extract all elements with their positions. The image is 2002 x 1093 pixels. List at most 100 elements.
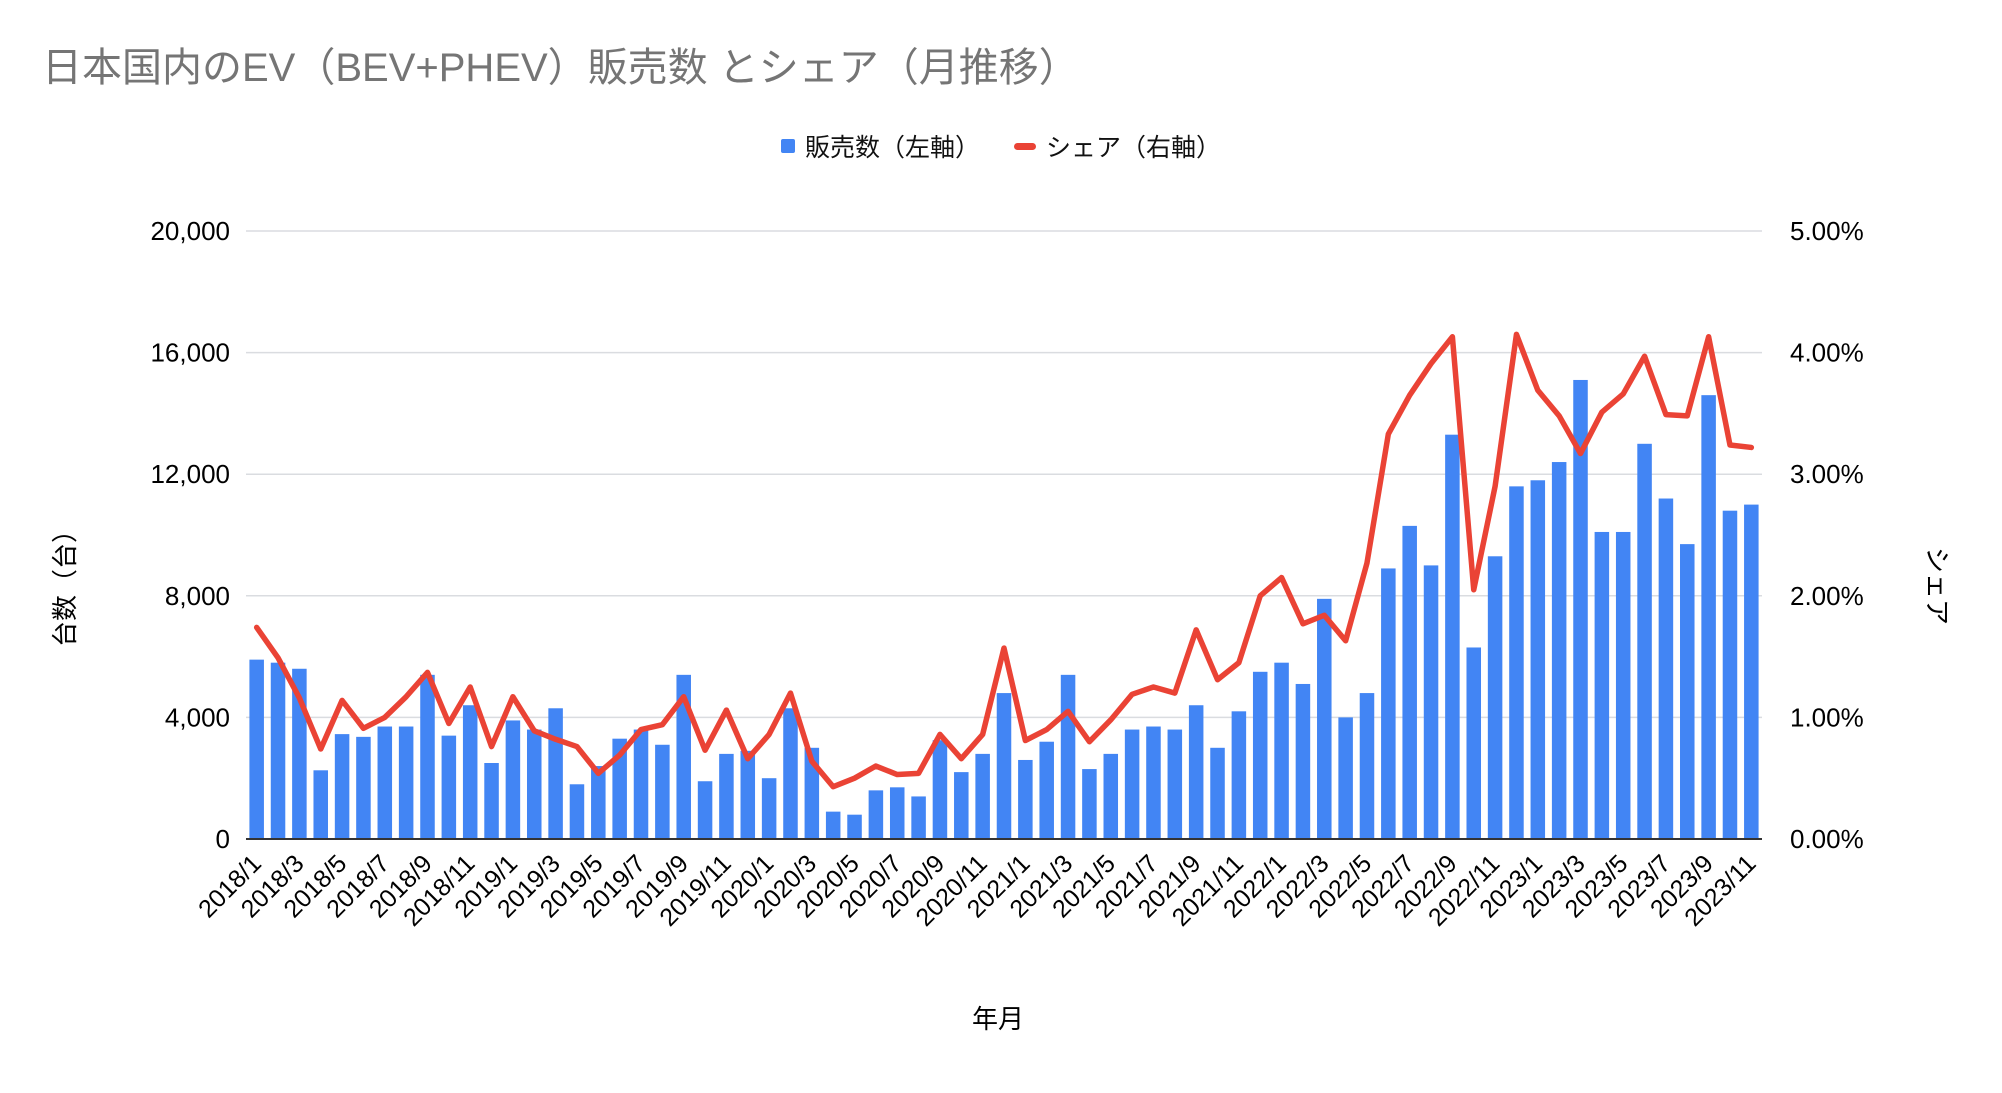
sales-bar[interactable] <box>676 674 691 839</box>
sales-bar[interactable] <box>1103 753 1119 839</box>
svg-text:3.00%: 3.00% <box>1790 459 1864 489</box>
y-right-tick-labels: 0.00% 1.00% 2.00% 3.00% 4.00% 5.00% <box>1790 216 1864 854</box>
sales-bar[interactable] <box>1252 671 1268 839</box>
sales-bar[interactable] <box>847 814 862 839</box>
legend-item-share[interactable]: シェア（右軸） <box>1014 128 1221 164</box>
sales-bar[interactable] <box>1146 726 1161 839</box>
chart-title: 日本国内のEV（BEV+PHEV）販売数 とシェア（月推移） <box>42 46 1079 90</box>
sales-bar[interactable] <box>270 662 286 839</box>
sales-bar[interactable] <box>1274 662 1289 839</box>
share-line[interactable] <box>253 331 1755 790</box>
sales-bar[interactable] <box>1509 486 1524 839</box>
sales-bar[interactable] <box>526 729 542 839</box>
x-tick-labels: 2018/12018/32018/52018/72018/92018/11201… <box>193 849 1762 931</box>
sales-bar[interactable] <box>996 693 1012 839</box>
svg-text:4,000: 4,000 <box>165 702 230 732</box>
svg-text:16,000: 16,000 <box>150 338 230 368</box>
sales-bar[interactable] <box>697 781 713 839</box>
svg-text:1.00%: 1.00% <box>1790 702 1864 732</box>
svg-text:0: 0 <box>216 824 230 854</box>
sales-bar[interactable] <box>783 708 798 839</box>
x-axis-title: 年月 <box>972 1004 1024 1034</box>
sales-bar[interactable] <box>975 753 990 839</box>
sales-bar[interactable] <box>1445 434 1460 839</box>
sales-bar[interactable] <box>889 787 905 839</box>
sales-bar[interactable] <box>761 778 777 839</box>
sales-bar[interactable] <box>1680 544 1695 839</box>
sales-bar[interactable] <box>612 738 627 839</box>
sales-bar[interactable] <box>1359 693 1375 839</box>
sales-bar[interactable] <box>377 726 393 839</box>
sales-bar[interactable] <box>1124 729 1140 839</box>
sales-bar[interactable] <box>1295 683 1311 839</box>
sales-bar[interactable] <box>313 770 328 839</box>
svg-text:2.00%: 2.00% <box>1790 581 1864 611</box>
sales-bar[interactable] <box>1188 705 1204 839</box>
sales-bar[interactable] <box>1018 759 1033 839</box>
sales-bar[interactable] <box>911 796 926 839</box>
sales-bar[interactable] <box>804 747 820 839</box>
svg-text:8,000: 8,000 <box>165 581 230 611</box>
share-series-swatch-icon <box>1014 142 1036 150</box>
sales-bar[interactable] <box>1082 769 1097 839</box>
sales-bar[interactable] <box>954 772 969 839</box>
y-left-tick-labels: 0 4,000 8,000 12,000 16,000 20,000 <box>150 216 230 854</box>
y-right-axis-title: シェア <box>1922 547 1952 625</box>
sales-bar[interactable] <box>1402 525 1417 839</box>
sales-bar[interactable] <box>484 763 499 839</box>
sales-bar[interactable] <box>1487 556 1503 839</box>
legend-label-share: シェア（右軸） <box>1046 134 1222 162</box>
sales-bar[interactable] <box>1701 395 1716 839</box>
legend: 販売数（左軸） シェア（右軸） <box>0 128 2002 164</box>
sales-series-swatch-icon <box>780 139 795 153</box>
sales-bar[interactable] <box>462 705 478 839</box>
sales-bar[interactable] <box>505 720 521 839</box>
sales-bar[interactable] <box>1594 531 1610 839</box>
sales-bar[interactable] <box>1551 462 1567 839</box>
sales-bar[interactable] <box>1381 568 1396 839</box>
sales-bar[interactable] <box>1658 498 1674 839</box>
sales-bar[interactable] <box>1615 531 1631 839</box>
sales-bar[interactable] <box>1231 711 1247 839</box>
sales-bar[interactable] <box>1466 647 1482 839</box>
sales-bar[interactable] <box>1530 480 1546 839</box>
sales-bar[interactable] <box>1039 741 1054 839</box>
sales-bar[interactable] <box>249 659 264 839</box>
sales-bar[interactable] <box>1167 729 1183 839</box>
sales-bar[interactable] <box>398 726 414 839</box>
sales-bars <box>249 379 1759 839</box>
sales-bar[interactable] <box>569 784 585 839</box>
legend-item-sales[interactable]: 販売数（左軸） <box>780 128 980 164</box>
sales-bar[interactable] <box>825 811 841 839</box>
sales-bar[interactable] <box>932 740 948 839</box>
legend-label-sales: 販売数（左軸） <box>804 134 980 162</box>
sales-bar[interactable] <box>356 736 371 839</box>
sales-bar[interactable] <box>334 734 350 839</box>
sales-bar[interactable] <box>1317 598 1332 839</box>
sales-bar[interactable] <box>1637 443 1652 839</box>
sales-bar[interactable] <box>441 735 457 839</box>
sales-bar[interactable] <box>868 790 884 839</box>
sales-bar[interactable] <box>1722 510 1738 839</box>
svg-text:0.00%: 0.00% <box>1790 824 1864 854</box>
svg-text:12,000: 12,000 <box>150 459 230 489</box>
sales-bar[interactable] <box>1744 504 1759 839</box>
sales-bar[interactable] <box>420 674 435 839</box>
sales-bar[interactable] <box>719 753 734 839</box>
svg-text:20,000: 20,000 <box>150 216 230 246</box>
sales-bar[interactable] <box>633 729 649 839</box>
sales-bar[interactable] <box>1573 379 1588 839</box>
sales-bar[interactable] <box>1338 717 1353 839</box>
sales-bar[interactable] <box>591 766 606 839</box>
sales-bar[interactable] <box>1060 674 1076 839</box>
sales-bar[interactable] <box>655 744 670 839</box>
svg-text:4.00%: 4.00% <box>1790 338 1864 368</box>
svg-text:5.00%: 5.00% <box>1790 216 1864 246</box>
y-left-axis-title: 台数（台） <box>50 517 80 647</box>
sales-bar[interactable] <box>740 750 756 839</box>
sales-bar[interactable] <box>1423 565 1439 839</box>
sales-bar[interactable] <box>548 708 563 839</box>
sales-bar[interactable] <box>1210 747 1225 839</box>
